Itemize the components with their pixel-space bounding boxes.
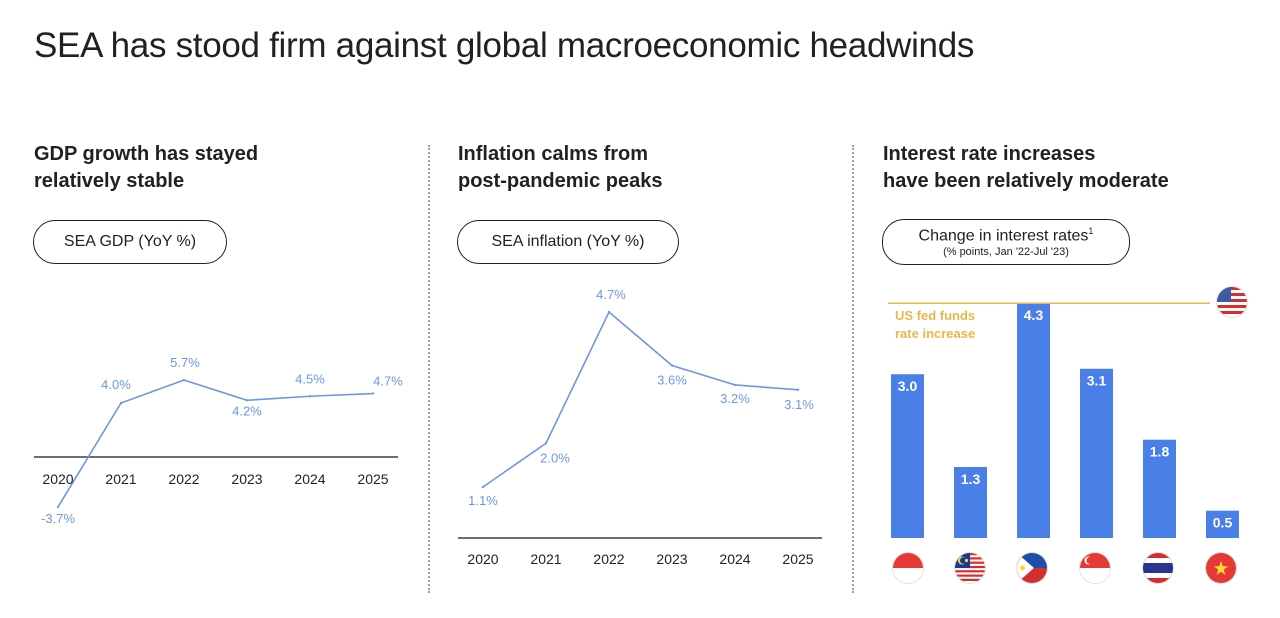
inflation-data-point (733, 383, 737, 387)
gdp-pill-text: SEA GDP (YoY %) (63, 233, 197, 250)
gdp-data-label: 4.2% (232, 403, 262, 418)
inflation-data-label: 1.1% (468, 493, 498, 508)
inflation-tick-label: 2020 (467, 551, 498, 567)
gdp-tick-label: 2023 (231, 471, 262, 487)
inflation-data-point (607, 310, 611, 314)
inflation-title-line1: Inflation calms from (458, 143, 649, 165)
rates-data-label: 1.3 (961, 471, 981, 487)
inflation-data-label: 3.1% (784, 397, 814, 412)
philippines-flag-icon (1017, 553, 1047, 583)
rates-pill-subtitle: (% points, Jan '22-Jul '23) (943, 246, 1069, 259)
rates-pill-main-text: Change in interest rates (918, 227, 1089, 245)
gdp-tick-label: 2022 (168, 471, 199, 487)
thailand-flag-icon (1143, 553, 1173, 583)
inflation-data-label: 2.0% (540, 450, 570, 465)
vietnam-flag-icon (1206, 553, 1236, 583)
usa-flag-icon (1217, 287, 1247, 317)
fed-funds-label-line1: US fed funds (895, 308, 975, 323)
gdp-data-point (308, 395, 312, 398)
rates-data-label: 3.1 (1087, 373, 1107, 389)
page-title: SEA has stood firm against global macroe… (34, 26, 975, 65)
panel-divider (852, 145, 854, 593)
gdp-data-point (119, 401, 123, 405)
gdp-data-label: -3.7% (41, 511, 75, 526)
gdp-data-label: 4.5% (295, 371, 325, 386)
gdp-data-label: 4.0% (101, 377, 131, 392)
inflation-tick-label: 2024 (719, 551, 750, 567)
gdp-title-line1: GDP growth has stayed (34, 143, 259, 165)
gdp-chart-label-pill: SEA GDP (YoY %) (33, 220, 227, 264)
inflation-tick-label: 2025 (782, 551, 813, 567)
rates-pill-main: Change in interest rates1 (919, 226, 1094, 245)
inflation-tick-label: 2021 (530, 551, 561, 567)
gdp-tick-label: 2024 (294, 471, 325, 487)
gdp-data-label: 5.7% (170, 355, 200, 370)
rates-data-label: 3.0 (898, 378, 918, 394)
inflation-series-line (482, 310, 799, 488)
inflation-data-point (796, 388, 800, 391)
gdp-tick-label: 2021 (105, 471, 136, 487)
gdp-series-line (57, 379, 374, 508)
inflation-panel-title: Inflation calms from post-pandemic peaks (458, 141, 663, 195)
gdp-tick-label: 2020 (42, 471, 73, 487)
inflation-tick-label: 2023 (656, 551, 687, 567)
rates-bar (891, 374, 924, 538)
gdp-tick-label: 2025 (357, 471, 388, 487)
gdp-data-point (371, 392, 375, 395)
rates-bar (1017, 303, 1050, 538)
inflation-data-label: 3.6% (657, 373, 687, 388)
inflation-data-point (544, 442, 548, 445)
rates-panel-title: Interest rate increases have been relati… (883, 141, 1169, 195)
inflation-data-point (670, 364, 674, 367)
rates-title-line2: have been relatively moderate (883, 170, 1169, 192)
gdp-data-point (182, 378, 186, 382)
rates-chart-label-pill: Change in interest rates1 (% points, Jan… (882, 219, 1130, 265)
fed-funds-label-line2: rate increase (895, 326, 975, 341)
panel-divider (428, 145, 430, 593)
inflation-data-label: 4.7% (596, 287, 626, 302)
rates-data-label: 4.3 (1024, 307, 1044, 323)
gdp-data-label: 4.7% (373, 374, 403, 389)
rates-data-label: 1.8 (1150, 444, 1170, 460)
indonesia-flag-icon (893, 553, 923, 583)
inflation-data-label: 3.2% (720, 391, 750, 406)
malaysia-flag-icon (955, 553, 985, 583)
inflation-pill-text: SEA inflation (YoY %) (491, 233, 645, 250)
gdp-data-point (245, 399, 249, 402)
gdp-data-point (56, 505, 60, 509)
rates-bar (954, 467, 987, 538)
rates-data-label: 0.5 (1213, 515, 1233, 531)
footnote-marker: 1 (1088, 225, 1094, 236)
rates-bar (1143, 439, 1176, 538)
rates-bar (1080, 368, 1113, 538)
gdp-title-line2: relatively stable (34, 170, 185, 192)
rates-bar (1206, 510, 1239, 538)
singapore-flag-icon (1080, 553, 1110, 583)
inflation-tick-label: 2022 (593, 551, 624, 567)
inflation-chart-label-pill: SEA inflation (YoY %) (457, 220, 679, 264)
inflation-title-line2: post-pandemic peaks (458, 170, 663, 192)
rates-title-line1: Interest rate increases (883, 143, 1096, 165)
inflation-data-point (481, 485, 485, 489)
gdp-panel-title: GDP growth has stayed relatively stable (34, 141, 258, 195)
